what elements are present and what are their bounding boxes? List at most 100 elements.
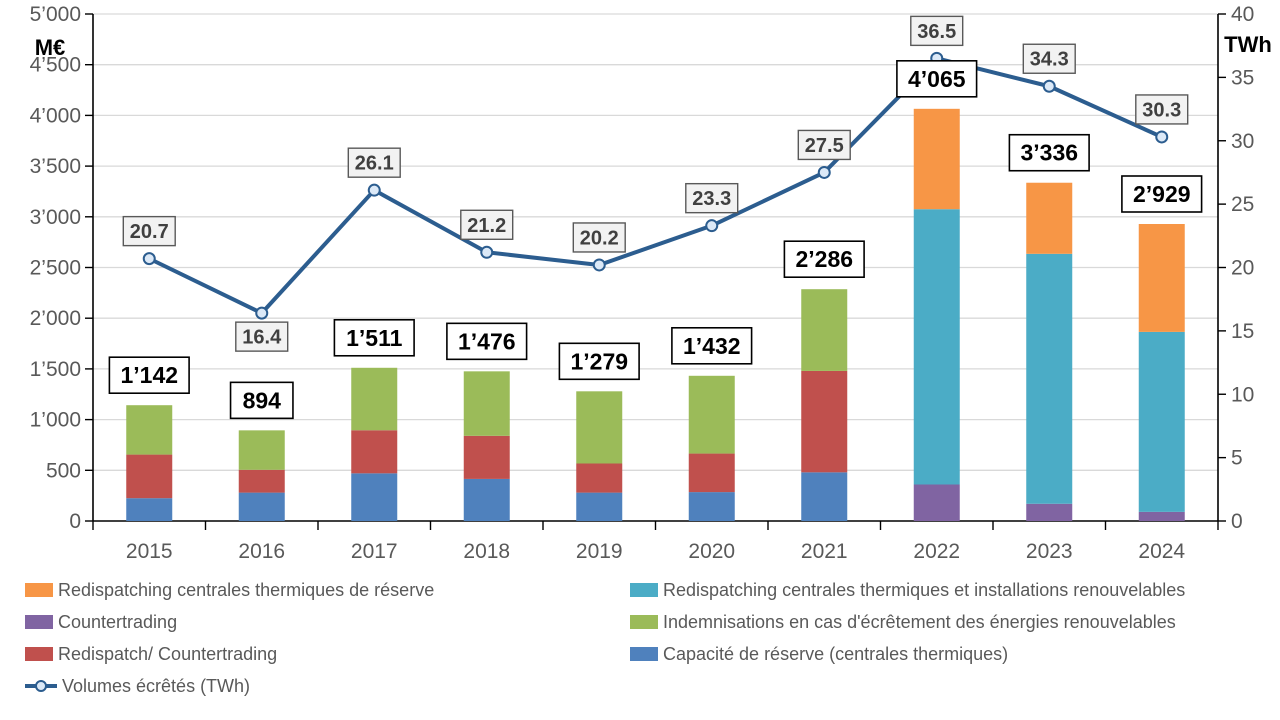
bar-segment-2015 <box>126 405 173 455</box>
bar-total-label: 2’286 <box>795 246 853 272</box>
bar-total-label: 2’929 <box>1133 181 1191 207</box>
legend-item-label: Indemnisations en cas d'écrêtement des é… <box>663 611 1176 632</box>
bar-segment-2021 <box>801 370 848 473</box>
x-axis-label: 2020 <box>688 540 735 563</box>
line-marker-dot <box>35 680 47 692</box>
legend-item: Redispatch/ Countertrading <box>25 642 630 666</box>
legend-item: Indemnisations en cas d'écrêtement des é… <box>630 610 1255 634</box>
bar-total-label: 1’511 <box>346 325 402 351</box>
line-value-label: 36.5 <box>917 21 956 43</box>
legend-item: Countertrading <box>25 610 630 634</box>
bar-total-label: 1’142 <box>120 362 178 388</box>
line-value-label: 20.2 <box>580 227 619 249</box>
x-axis-label: 2015 <box>126 540 173 563</box>
teal-swatch-icon <box>630 583 658 597</box>
line-point-2019 <box>592 258 606 272</box>
right-axis-tick-label: 35 <box>1231 66 1254 89</box>
x-axis-label: 2021 <box>801 540 848 563</box>
line-point-2016 <box>255 306 269 320</box>
line-value-label: 20.7 <box>130 221 169 243</box>
bar-total-box <box>1008 133 1090 172</box>
legend-item-label: Redispatch/ Countertrading <box>58 643 278 664</box>
bar-segment-2022 <box>913 484 960 521</box>
line-value-label: 16.4 <box>242 327 282 349</box>
bar-total-label: 1’476 <box>458 328 516 354</box>
line-point-2018 <box>480 245 494 259</box>
chart-legend: Redispatching centrales thermiques de ré… <box>0 578 1280 706</box>
bar-segment-2018 <box>463 478 510 521</box>
line-point-2017 <box>367 183 381 197</box>
line-point-2015 <box>142 252 156 266</box>
bar-segment-2023 <box>1026 503 1073 521</box>
bar-segment-2021 <box>801 472 848 521</box>
right-axis-tick-label: 40 <box>1231 3 1254 26</box>
bar-segment-2016 <box>238 469 285 493</box>
bar-total-label: 3’336 <box>1020 140 1078 166</box>
bar-segment-2016 <box>238 430 285 470</box>
bar-segment-2017 <box>351 473 398 521</box>
line-value-box <box>797 129 851 161</box>
bar-segment-2017 <box>351 367 398 431</box>
line-value-box <box>122 215 176 247</box>
bar-total-box <box>333 318 415 357</box>
legend-item: Capacité de réserve (centrales thermique… <box>630 642 1255 666</box>
bar-segment-2024 <box>1138 511 1185 521</box>
blue-swatch-icon <box>630 647 658 661</box>
x-axis-label: 2016 <box>238 540 285 563</box>
legend-item-label: Capacité de réserve (centrales thermique… <box>663 643 1009 664</box>
bar-total-label: 1’432 <box>683 333 741 359</box>
x-axis-label: 2017 <box>351 540 398 563</box>
legend-item-label: Countertrading <box>58 611 178 632</box>
bar-total-box <box>446 322 528 361</box>
line-point-2021 <box>817 165 831 179</box>
line-value-box <box>460 209 514 240</box>
left-axis-tick-label: 4’500 <box>30 54 81 77</box>
left-axis-tick-label: 4’000 <box>30 104 81 127</box>
x-axis-label: 2023 <box>1026 540 1073 563</box>
left-axis-tick-label: 3’000 <box>30 206 81 229</box>
combo-chart-canvas: 0 500 1’000 1’500 2’000 2’500 3’000 3’500 4’000 4… <box>30 3 1272 563</box>
bar-segment-2015 <box>126 498 173 521</box>
bar-segment-2017 <box>351 430 398 474</box>
bar-segment-2018 <box>463 435 510 479</box>
line-value-box <box>685 182 739 214</box>
left-axis-tick-label: 3’500 <box>30 155 81 178</box>
line-point-2023 <box>1042 79 1056 93</box>
line-value-label: 34.3 <box>1030 49 1069 71</box>
right-axis-tick-label: 15 <box>1231 320 1254 343</box>
line-point-2020 <box>705 219 719 233</box>
bar-segment-2024 <box>1138 331 1185 512</box>
bar-segment-2022 <box>913 108 960 210</box>
bar-segment-2020 <box>688 375 735 454</box>
x-axis-label: 2018 <box>463 540 510 563</box>
right-axis-tick-label: 10 <box>1231 383 1254 406</box>
left-axis-unit-label: M€ <box>35 35 66 60</box>
line-value-box <box>572 222 626 253</box>
left-axis-tick-label: 1’500 <box>30 358 81 381</box>
line-value-label: 27.5 <box>805 135 844 157</box>
bar-segment-2019 <box>576 492 623 521</box>
x-axis-label: 2024 <box>1138 540 1185 563</box>
green-swatch-icon <box>630 615 658 629</box>
line-value-box <box>347 147 401 178</box>
right-axis-tick-label: 0 <box>1231 510 1243 533</box>
line-value-box <box>1022 43 1076 74</box>
bar-total-box <box>783 240 865 278</box>
bar-segment-2023 <box>1026 253 1073 504</box>
left-axis-tick-label: 0 <box>69 510 81 533</box>
line-value-label: 26.1 <box>355 153 394 175</box>
legend-column-left: Redispatching centrales thermiques de ré… <box>0 578 630 706</box>
bar-segment-2019 <box>576 463 623 493</box>
volumes-line <box>147 56 1164 316</box>
bar-segment-2024 <box>1138 223 1185 332</box>
bar-total-label: 1’279 <box>570 348 628 374</box>
bar-segment-2020 <box>688 492 735 521</box>
right-axis-tick-label: 25 <box>1231 193 1254 216</box>
left-axis-tick-label: 2’000 <box>30 307 81 330</box>
right-axis-tick-label: 20 <box>1231 257 1254 280</box>
x-axis-label: 2022 <box>913 540 960 563</box>
left-axis-tick-label: 1’000 <box>30 409 81 432</box>
bar-total-box <box>229 381 294 420</box>
line-value-box <box>235 321 289 352</box>
